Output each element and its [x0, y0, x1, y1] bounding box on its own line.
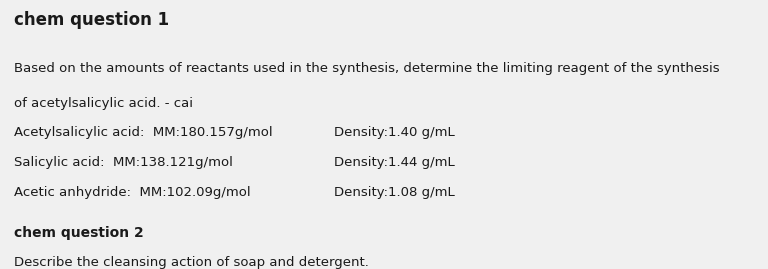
Text: Describe the cleansing action of soap and detergent.: Describe the cleansing action of soap an… [14, 256, 369, 268]
Text: Density:1.08 g/mL: Density:1.08 g/mL [334, 186, 455, 199]
Text: Acetylsalicylic acid:  MM:180.157g/mol: Acetylsalicylic acid: MM:180.157g/mol [14, 126, 273, 139]
Text: Density:1.40 g/mL: Density:1.40 g/mL [334, 126, 455, 139]
Text: Based on the amounts of reactants used in the synthesis, determine the limiting : Based on the amounts of reactants used i… [14, 62, 720, 75]
Text: chem question 1: chem question 1 [14, 11, 169, 29]
Text: Salicylic acid:  MM:138.121g/mol: Salicylic acid: MM:138.121g/mol [14, 156, 233, 169]
Text: of acetylsalicylic acid. - cai: of acetylsalicylic acid. - cai [14, 97, 193, 110]
Text: Density:1.44 g/mL: Density:1.44 g/mL [334, 156, 455, 169]
Text: Acetic anhydride:  MM:102.09g/mol: Acetic anhydride: MM:102.09g/mol [14, 186, 250, 199]
Text: chem question 2: chem question 2 [14, 226, 144, 240]
